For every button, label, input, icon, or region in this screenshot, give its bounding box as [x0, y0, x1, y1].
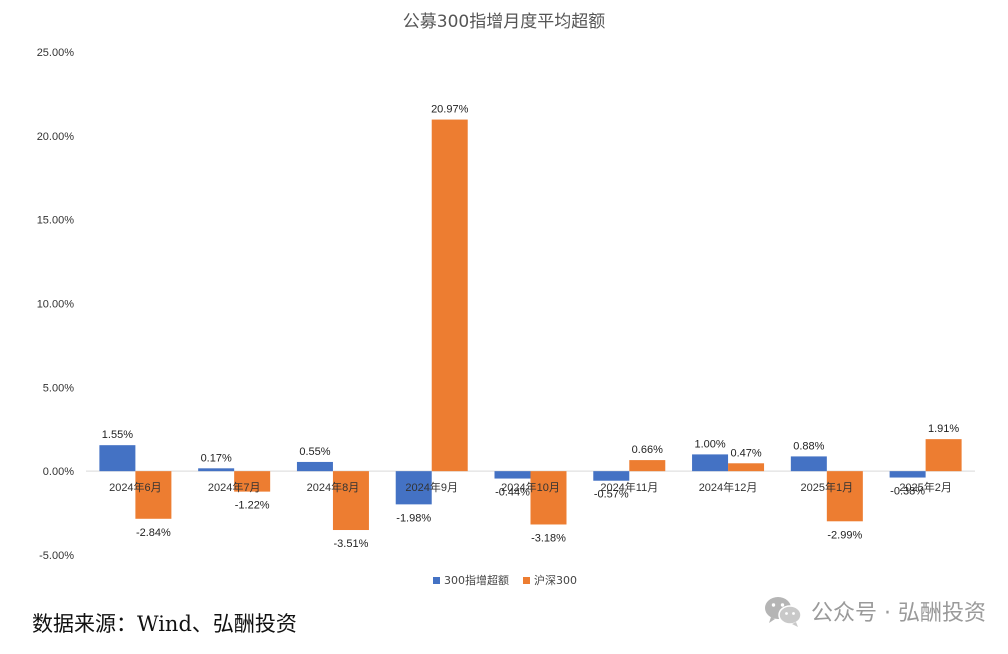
y-tick-label: 10.00%: [37, 299, 75, 311]
data-label: -0.57%: [594, 489, 629, 501]
x-tick-label: 2024年8月: [307, 480, 360, 494]
bar-csi300: [629, 460, 666, 472]
y-axis: 25.00% 20.00% 15.00% 10.00% 5.00% 0.00% -5.00%: [37, 47, 75, 562]
data-label: -1.22%: [235, 500, 270, 512]
x-tick-label: 2024年7月: [208, 480, 261, 494]
chart: 公募300指增月度平均超额 25.00% 20.00% 15.00% 10.00% 5.…: [37, 12, 975, 587]
watermark-text: 公众号 · 弘酬投资: [811, 601, 986, 626]
bar-csi300: [826, 471, 863, 522]
x-tick-label: 2025年2月: [899, 480, 952, 494]
bar-excess: [395, 471, 432, 505]
x-tick-label: 2024年12月: [699, 480, 758, 494]
data-label: 1.55%: [102, 429, 133, 441]
data-label: -0.38%: [890, 486, 925, 498]
x-tick-label: 2024年11月: [600, 480, 658, 494]
x-tick-label: 2025年1月: [801, 480, 854, 494]
x-tick-label: 2024年6月: [109, 480, 162, 494]
bar-csi300: [728, 463, 765, 472]
data-label: -3.51%: [334, 538, 369, 550]
x-tick-label: 2024年9月: [405, 480, 458, 494]
data-label: 20.97%: [431, 104, 469, 116]
x-axis: 2024年6月 2024年7月 2024年8月 2024年9月 2024年10月 2024…: [109, 480, 952, 494]
data-label: -2.84%: [136, 527, 171, 539]
legend: 300指增超额 沪深300: [433, 573, 577, 587]
bar-excess: [889, 471, 926, 478]
data-label: 0.55%: [299, 446, 330, 458]
source-note: 数据来源：Wind、弘酬投资: [32, 612, 297, 636]
bar-csi300: [925, 439, 962, 472]
y-tick-label: 20.00%: [37, 131, 75, 143]
legend-swatch: [523, 577, 530, 584]
y-tick-label: 0.00%: [43, 466, 74, 478]
bar-excess: [296, 461, 333, 472]
data-labels: 1.55% -2.84% 0.17% -1.22% 0.55% -3.51% -1.98% 2…: [102, 104, 960, 550]
bar-excess: [198, 468, 235, 472]
watermark: 公众号 · 弘酬投资: [763, 594, 986, 628]
bar-excess: [790, 456, 827, 472]
data-label: -2.99%: [827, 529, 862, 541]
bar-csi300: [234, 471, 271, 492]
bar-csi300: [332, 471, 369, 531]
wechat-icon: [765, 597, 802, 627]
legend-label: 300指增超额: [444, 573, 509, 587]
data-label: 0.47%: [730, 447, 761, 459]
data-label: -1.98%: [396, 512, 431, 524]
data-label: 0.66%: [632, 444, 663, 456]
y-tick-label: 15.00%: [37, 215, 75, 227]
y-tick-label: -5.00%: [39, 550, 74, 562]
bars: [99, 119, 962, 531]
data-label: 0.17%: [201, 452, 232, 464]
bar-excess: [494, 471, 531, 479]
chart-title: 公募300指增月度平均超额: [403, 12, 605, 32]
data-label: -0.44%: [495, 487, 530, 499]
y-tick-label: 25.00%: [37, 47, 75, 59]
bar-excess: [99, 445, 136, 472]
x-tick-label: 2024年10月: [501, 480, 560, 494]
bar-excess: [692, 454, 729, 472]
bar-csi300: [135, 471, 172, 519]
y-tick-label: 5.00%: [43, 382, 74, 394]
data-label: -3.18%: [531, 532, 566, 544]
data-label: 1.00%: [694, 438, 725, 450]
bar-csi300: [431, 119, 468, 472]
data-label: 0.88%: [793, 440, 824, 452]
data-label: 1.91%: [928, 423, 959, 435]
bar-csi300: [530, 471, 567, 525]
legend-label: 沪深300: [534, 573, 577, 587]
bar-excess: [593, 471, 630, 481]
legend-swatch: [433, 577, 440, 584]
